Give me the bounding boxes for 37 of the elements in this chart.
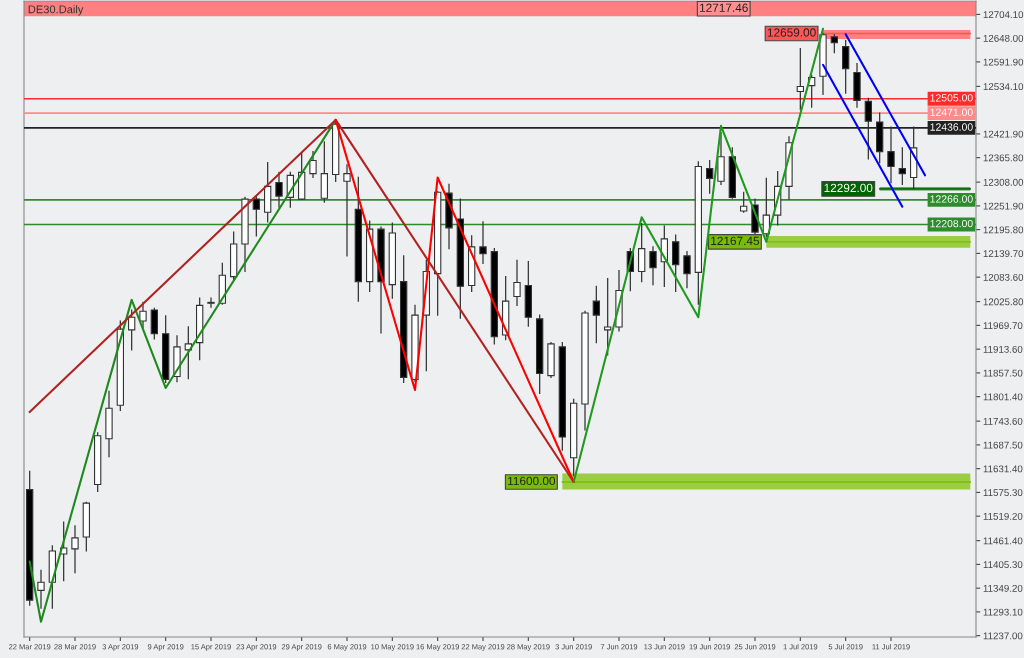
y-tick-label: 11743.60	[983, 417, 1023, 425]
y-tick-label: 12591.90	[983, 58, 1024, 66]
series-label: 12292.00	[824, 183, 873, 193]
y-tick-label: 12421.90	[983, 130, 1024, 138]
ref-line-label: 12208.00	[930, 219, 973, 228]
y-tick-label: 11519.20	[983, 512, 1023, 520]
ref-line-label: 12505.00	[930, 94, 973, 102]
y-tick-label: 11857.50	[983, 369, 1023, 377]
y-tick-label: 12139.70	[983, 250, 1024, 258]
y-tick-label: 11349.20	[983, 584, 1023, 592]
y-tick-label: 11913.60	[983, 345, 1023, 353]
chart-title: DE30.Daily	[28, 5, 84, 16]
y-tick-label: 12365.80	[983, 154, 1024, 162]
ref-line-label: 12436.00	[930, 123, 973, 131]
ref-line-label: 12266.00	[930, 195, 973, 203]
y-tick-label: 12083.60	[983, 273, 1024, 281]
y-tick-label: 12534.10	[983, 83, 1024, 91]
series-label: 11600.00	[508, 476, 556, 486]
y-tick-label: 12195.80	[983, 226, 1024, 234]
series-label: 12167.45	[711, 236, 760, 246]
y-tick-label: 11461.40	[983, 537, 1023, 545]
y-tick-label: 11237.00	[983, 632, 1023, 640]
y-tick-label: 12025.80	[983, 298, 1024, 306]
y-tick-label: 12308.00	[983, 178, 1024, 186]
y-tick-label: 12704.10	[983, 11, 1024, 19]
y-tick-label: 11687.50	[983, 441, 1023, 449]
series-label: 12659.00	[767, 28, 816, 37]
y-tick-label: 12648.00	[983, 34, 1024, 42]
y-tick-label: 11631.40	[983, 465, 1023, 473]
y-tick-label: 12251.90	[983, 202, 1024, 210]
y-tick-label: 11293.10	[983, 608, 1023, 616]
y-tick-label: 11405.30	[983, 561, 1023, 569]
y-tick-label: 11969.70	[983, 322, 1023, 330]
band-label: 12717.46	[700, 3, 748, 12]
y-tick-label: 11801.40	[983, 393, 1023, 401]
y-tick-label: 11575.30	[983, 489, 1023, 497]
ref-line-label: 12471.00	[930, 108, 973, 116]
